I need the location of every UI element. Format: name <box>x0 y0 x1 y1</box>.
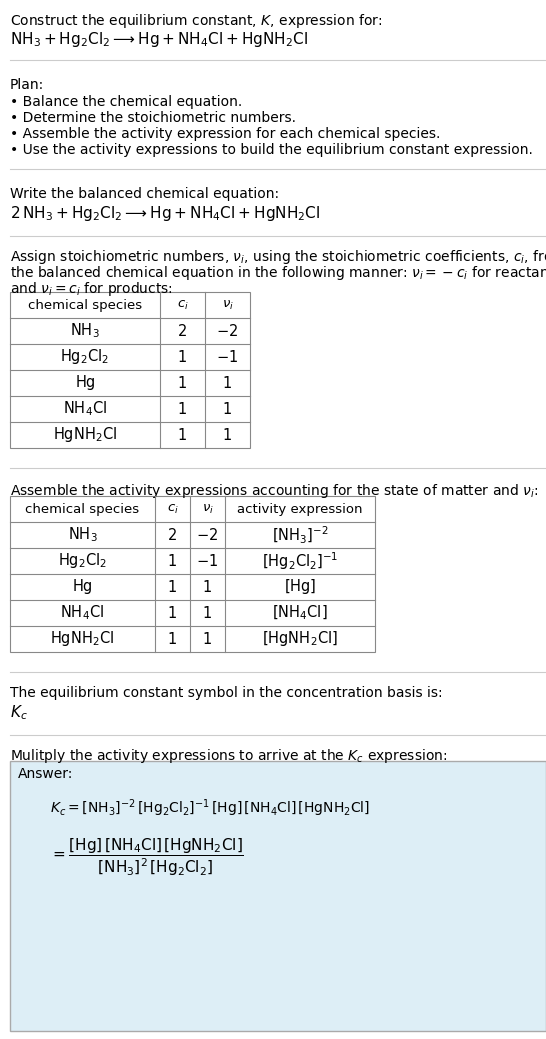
Text: Assemble the activity expressions accounting for the state of matter and $\nu_i$: Assemble the activity expressions accoun… <box>10 482 538 500</box>
Text: $\mathrm{NH_3 + Hg_2Cl_2 \longrightarrow Hg + NH_4Cl + HgNH_2Cl}$: $\mathrm{NH_3 + Hg_2Cl_2 \longrightarrow… <box>10 30 308 49</box>
Text: 1: 1 <box>168 554 177 568</box>
Text: $[\mathrm{Hg}]$: $[\mathrm{Hg}]$ <box>284 578 316 596</box>
Text: 1: 1 <box>203 580 212 594</box>
Text: chemical species: chemical species <box>26 503 140 515</box>
Text: • Balance the chemical equation.: • Balance the chemical equation. <box>10 95 242 109</box>
Text: $K_c = [\mathrm{NH_3}]^{-2}\,[\mathrm{Hg_2Cl_2}]^{-1}\,[\mathrm{Hg}]\,[\mathrm{N: $K_c = [\mathrm{NH_3}]^{-2}\,[\mathrm{Hg… <box>50 797 370 819</box>
Text: 1: 1 <box>168 632 177 646</box>
Text: 1: 1 <box>203 632 212 646</box>
Text: $[\mathrm{HgNH_2Cl}]$: $[\mathrm{HgNH_2Cl}]$ <box>262 630 338 648</box>
Text: $\nu_i$: $\nu_i$ <box>222 298 234 312</box>
Text: $\nu_i$: $\nu_i$ <box>201 503 213 515</box>
Text: 1: 1 <box>178 349 187 365</box>
Text: Assign stoichiometric numbers, $\nu_i$, using the stoichiometric coefficients, $: Assign stoichiometric numbers, $\nu_i$, … <box>10 248 546 266</box>
Text: the balanced chemical equation in the following manner: $\nu_i = -c_i$ for react: the balanced chemical equation in the fo… <box>10 264 546 282</box>
Text: • Assemble the activity expression for each chemical species.: • Assemble the activity expression for e… <box>10 127 441 141</box>
Text: Plan:: Plan: <box>10 78 44 92</box>
Text: 1: 1 <box>203 606 212 620</box>
Bar <box>10 761 546 1031</box>
Text: 1: 1 <box>168 606 177 620</box>
Text: 1: 1 <box>223 401 232 417</box>
Text: $\mathrm{Hg_2Cl_2}$: $\mathrm{Hg_2Cl_2}$ <box>58 552 107 570</box>
Text: $K_c$: $K_c$ <box>10 703 28 722</box>
Text: Construct the equilibrium constant, $K$, expression for:: Construct the equilibrium constant, $K$,… <box>10 12 383 30</box>
Text: $c_i$: $c_i$ <box>176 298 188 312</box>
Text: $-2$: $-2$ <box>197 527 218 543</box>
Text: activity expression: activity expression <box>238 503 363 515</box>
Text: $= \dfrac{[\mathrm{Hg}]\,[\mathrm{NH_4Cl}]\,[\mathrm{HgNH_2Cl}]}{[\mathrm{NH_3}]: $= \dfrac{[\mathrm{Hg}]\,[\mathrm{NH_4Cl… <box>50 837 244 878</box>
Text: $-1$: $-1$ <box>197 553 218 569</box>
Text: $[\mathrm{NH_4Cl}]$: $[\mathrm{NH_4Cl}]$ <box>272 604 328 622</box>
Text: 1: 1 <box>223 427 232 443</box>
Text: $\mathrm{Hg}$: $\mathrm{Hg}$ <box>72 578 93 596</box>
Text: • Determine the stoichiometric numbers.: • Determine the stoichiometric numbers. <box>10 111 296 125</box>
Text: Answer:: Answer: <box>18 767 73 781</box>
Text: 1: 1 <box>178 427 187 443</box>
Bar <box>10 292 250 448</box>
Text: $\mathrm{NH_3}$: $\mathrm{NH_3}$ <box>68 526 97 544</box>
Text: chemical species: chemical species <box>28 298 142 312</box>
Text: The equilibrium constant symbol in the concentration basis is:: The equilibrium constant symbol in the c… <box>10 686 443 700</box>
Text: $\mathrm{NH_4Cl}$: $\mathrm{NH_4Cl}$ <box>63 400 107 419</box>
Text: 1: 1 <box>178 401 187 417</box>
Text: 1: 1 <box>168 580 177 594</box>
Text: 1: 1 <box>178 375 187 391</box>
Text: 2: 2 <box>168 528 177 542</box>
Text: • Use the activity expressions to build the equilibrium constant expression.: • Use the activity expressions to build … <box>10 143 533 157</box>
Text: $-2$: $-2$ <box>216 323 239 339</box>
Text: $\mathrm{HgNH_2Cl}$: $\mathrm{HgNH_2Cl}$ <box>50 630 115 648</box>
Text: Mulitply the activity expressions to arrive at the $K_c$ expression:: Mulitply the activity expressions to arr… <box>10 747 447 765</box>
Text: $\mathrm{HgNH_2Cl}$: $\mathrm{HgNH_2Cl}$ <box>53 426 117 445</box>
Text: $c_i$: $c_i$ <box>167 503 179 515</box>
Text: $\mathrm{NH_4Cl}$: $\mathrm{NH_4Cl}$ <box>61 604 104 622</box>
Text: $\mathrm{NH_3}$: $\mathrm{NH_3}$ <box>70 322 100 341</box>
Text: $\mathrm{Hg_2Cl_2}$: $\mathrm{Hg_2Cl_2}$ <box>61 347 110 367</box>
Text: $-1$: $-1$ <box>216 349 239 365</box>
Text: $\mathrm{Hg}$: $\mathrm{Hg}$ <box>75 373 96 393</box>
Text: Write the balanced chemical equation:: Write the balanced chemical equation: <box>10 187 279 201</box>
Text: $[\mathrm{Hg_2Cl_2}]^{-1}$: $[\mathrm{Hg_2Cl_2}]^{-1}$ <box>262 550 338 571</box>
Text: and $\nu_i = c_i$ for products:: and $\nu_i = c_i$ for products: <box>10 279 173 298</box>
Text: $\mathrm{2\,NH_3 + Hg_2Cl_2 \longrightarrow Hg + NH_4Cl + HgNH_2Cl}$: $\mathrm{2\,NH_3 + Hg_2Cl_2 \longrightar… <box>10 204 321 223</box>
Text: 2: 2 <box>178 323 187 339</box>
Text: $[\mathrm{NH_3}]^{-2}$: $[\mathrm{NH_3}]^{-2}$ <box>272 525 328 545</box>
Bar <box>10 496 375 652</box>
Text: 1: 1 <box>223 375 232 391</box>
